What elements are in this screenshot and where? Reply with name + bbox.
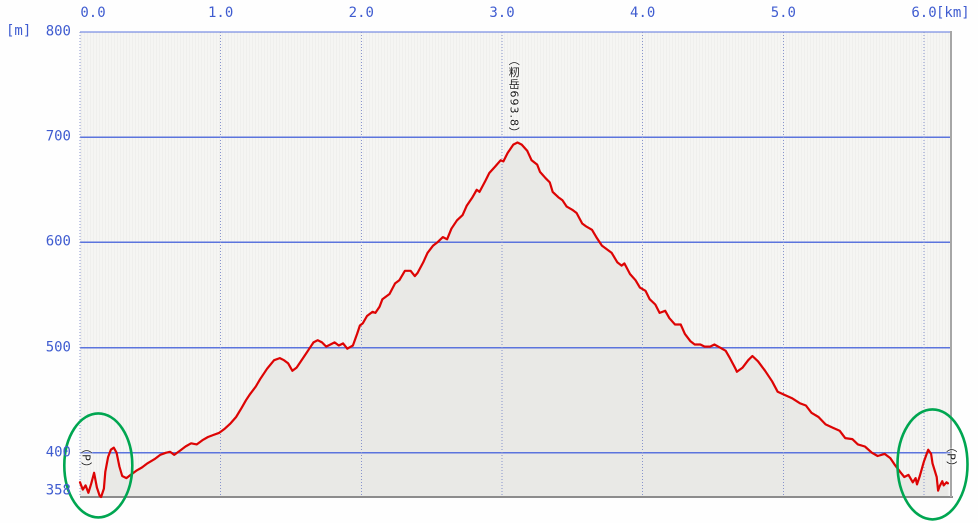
start-highlight-ellipse <box>63 412 134 519</box>
elevation-line <box>78 141 949 499</box>
x-tick-label: 3.0 <box>489 5 515 21</box>
start-waypoint-label: （P） <box>79 442 93 474</box>
end-highlight-ellipse <box>896 408 969 521</box>
peak-annotation-label: （籾岳693.8） <box>507 54 521 140</box>
y-tick-label: 500 <box>45 339 71 356</box>
y-tick-label: 358 <box>45 482 71 499</box>
x-tick-label: 6.0 <box>911 5 937 21</box>
elevation-area-fill <box>80 142 948 497</box>
x-tick-label: 0.0 <box>80 5 106 21</box>
gridlines <box>79 31 951 497</box>
y-tick-label: 700 <box>45 128 71 145</box>
end-waypoint-label: （P） <box>944 441 958 473</box>
x-tick-label: 5.0 <box>770 5 796 21</box>
x-axis-unit-label: [km] <box>936 5 970 21</box>
x-tick-label: 1.0 <box>208 5 234 21</box>
y-tick-label: 800 <box>45 23 71 40</box>
y-tick-label: 600 <box>45 233 71 250</box>
y-axis-unit-label: [m] <box>6 23 32 39</box>
x-tick-label: 4.0 <box>630 5 656 21</box>
x-tick-label: 2.0 <box>348 5 374 21</box>
y-tick-label: 400 <box>45 444 71 461</box>
